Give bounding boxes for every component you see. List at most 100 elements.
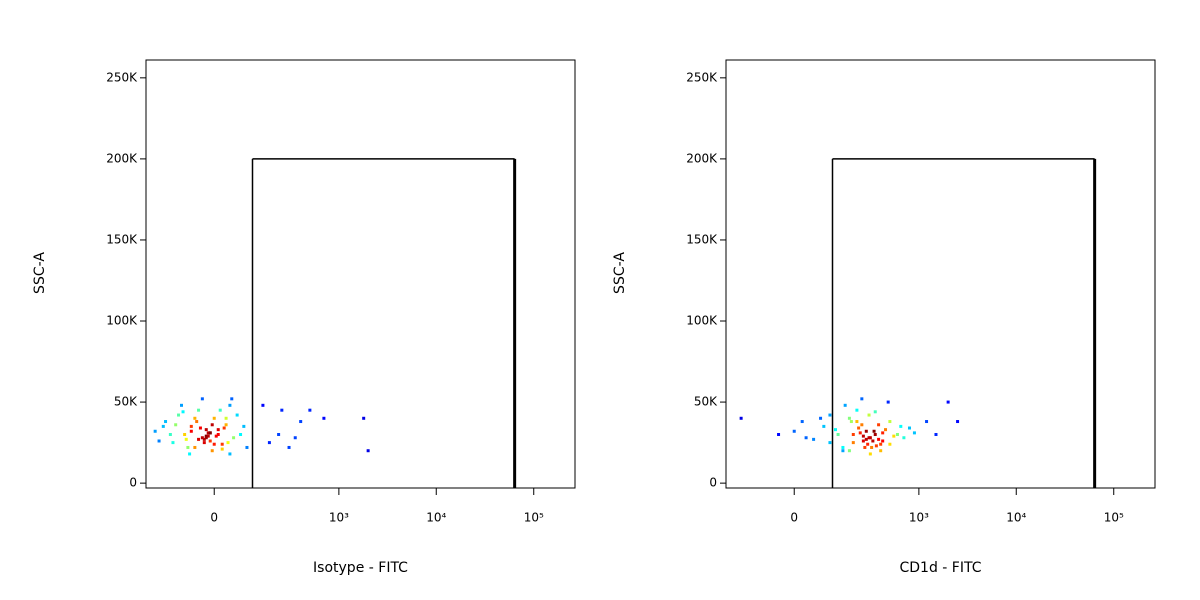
event-dot bbox=[218, 408, 222, 412]
event-dot bbox=[212, 442, 216, 446]
event-dot bbox=[851, 433, 855, 436]
event-dot bbox=[197, 408, 201, 412]
y-tick-label: 150K bbox=[686, 232, 718, 246]
event-dot bbox=[177, 413, 181, 417]
event-dot bbox=[873, 433, 877, 436]
event-dot bbox=[193, 416, 197, 420]
event-dot bbox=[228, 403, 232, 407]
event-dot bbox=[197, 437, 201, 441]
event-dot bbox=[206, 434, 210, 438]
event-dot bbox=[184, 437, 188, 441]
event-dot bbox=[242, 424, 246, 428]
y-tick-label: 0 bbox=[129, 476, 137, 490]
event-dot bbox=[899, 424, 903, 428]
event-dot bbox=[864, 437, 868, 441]
event-dot bbox=[208, 439, 212, 443]
event-dot bbox=[847, 449, 851, 453]
event-dot bbox=[946, 400, 950, 404]
event-dot bbox=[204, 428, 208, 432]
plot-frame bbox=[145, 59, 576, 489]
event-dot bbox=[216, 428, 220, 432]
event-dot bbox=[841, 445, 845, 449]
event-dot bbox=[195, 420, 199, 424]
event-dot bbox=[836, 433, 840, 436]
plot-frame bbox=[725, 59, 1156, 489]
y-tick-label: 200K bbox=[106, 151, 138, 165]
event-dot bbox=[362, 416, 366, 420]
event-dot bbox=[193, 445, 197, 449]
event-dot bbox=[168, 433, 172, 436]
event-dot bbox=[886, 400, 890, 404]
event-dot bbox=[739, 416, 743, 420]
y-axis-label: SSC-A bbox=[32, 252, 48, 294]
event-dot bbox=[171, 441, 175, 445]
event-dot bbox=[879, 449, 883, 453]
event-dot bbox=[224, 423, 228, 427]
event-dot bbox=[226, 441, 230, 445]
y-tick-label: 100K bbox=[686, 314, 718, 328]
event-dot bbox=[855, 408, 859, 412]
x-tick-label: 10³ bbox=[329, 511, 349, 525]
event-dot bbox=[868, 452, 872, 456]
event-dot bbox=[208, 431, 212, 435]
event-dot bbox=[280, 408, 284, 412]
event-dot bbox=[232, 436, 236, 440]
x-tick-label: 10⁵ bbox=[1104, 511, 1124, 525]
event-dot bbox=[224, 416, 228, 420]
event-dot bbox=[934, 433, 938, 436]
event-dot bbox=[188, 452, 192, 456]
y-axis-label: SSC-A bbox=[612, 252, 628, 294]
event-dot bbox=[216, 433, 220, 436]
y-tick-label: 50K bbox=[694, 395, 718, 409]
event-dot bbox=[204, 434, 208, 438]
event-dot bbox=[866, 442, 870, 446]
event-dot bbox=[174, 423, 178, 427]
event-dot bbox=[204, 436, 208, 440]
event-dot bbox=[847, 416, 851, 420]
event-dot bbox=[157, 439, 161, 443]
x-tick-label: 10³ bbox=[909, 511, 929, 525]
event-dot bbox=[210, 423, 214, 427]
event-dot bbox=[206, 431, 210, 435]
event-dot bbox=[912, 431, 916, 435]
event-dot bbox=[230, 397, 234, 401]
event-dot bbox=[833, 428, 837, 432]
event-dot bbox=[180, 403, 184, 407]
event-dot bbox=[153, 429, 157, 433]
x-axis-label: CD1d - FITC bbox=[900, 560, 982, 576]
event-dot bbox=[277, 433, 281, 436]
event-dot bbox=[220, 442, 224, 446]
x-tick-label: 0 bbox=[210, 511, 218, 525]
event-dot bbox=[851, 441, 855, 445]
event-dot bbox=[867, 413, 871, 417]
event-dot bbox=[235, 413, 239, 417]
y-tick-label: 100K bbox=[106, 314, 138, 328]
event-dot bbox=[855, 420, 859, 424]
event-dot bbox=[863, 445, 867, 449]
event-dot bbox=[792, 429, 796, 433]
event-dot bbox=[860, 423, 864, 427]
event-dot bbox=[841, 449, 845, 453]
x-tick-label: 10⁵ bbox=[524, 511, 544, 525]
event-dot bbox=[212, 416, 216, 420]
event-dot bbox=[186, 445, 190, 449]
event-dot bbox=[214, 434, 218, 438]
y-tick-label: 250K bbox=[686, 70, 718, 84]
event-dot bbox=[877, 437, 881, 441]
event-dot bbox=[861, 439, 865, 443]
event-dot bbox=[881, 439, 885, 443]
y-tick-label: 0 bbox=[709, 476, 717, 490]
event-dot bbox=[828, 441, 832, 445]
y-tick-label: 250K bbox=[106, 70, 138, 84]
event-dot bbox=[888, 442, 892, 446]
event-dot bbox=[164, 420, 168, 424]
event-dot bbox=[299, 420, 303, 424]
event-dot bbox=[849, 420, 853, 424]
y-tick-label: 200K bbox=[686, 151, 718, 165]
event-dot bbox=[925, 420, 929, 424]
event-dot bbox=[222, 426, 226, 430]
event-dot bbox=[860, 397, 864, 401]
event-dot bbox=[874, 444, 878, 448]
event-dot bbox=[868, 436, 872, 440]
event-dot bbox=[800, 420, 804, 424]
